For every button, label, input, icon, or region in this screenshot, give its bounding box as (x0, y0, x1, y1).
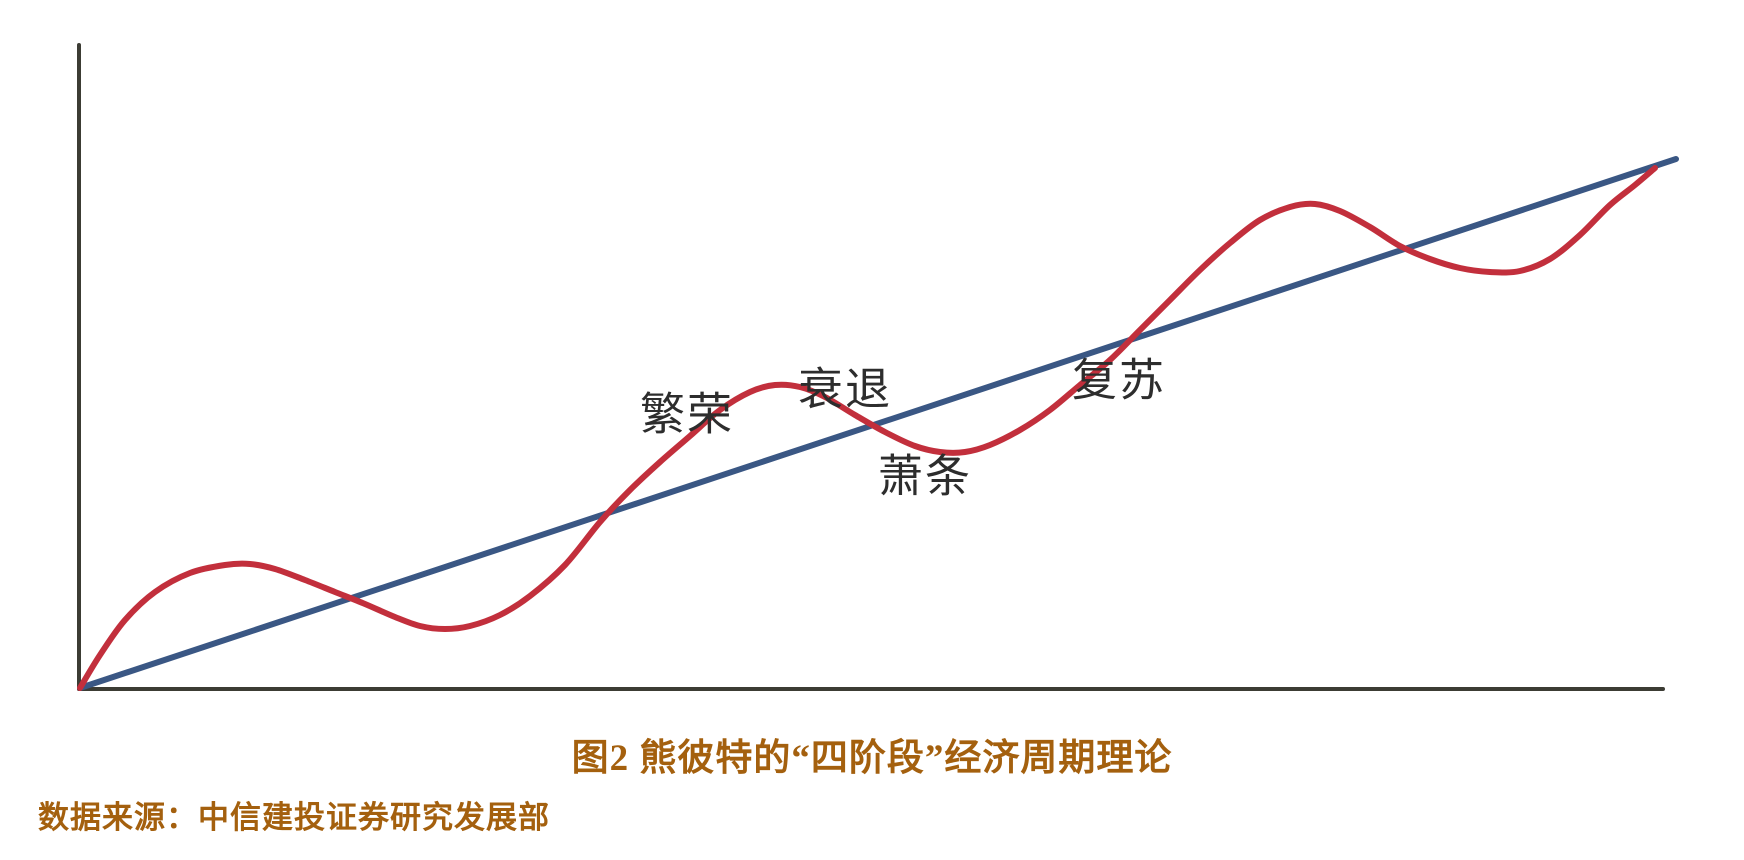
figure-caption: 图2 熊彼特的“四阶段”经济周期理论 (571, 738, 1173, 779)
trend-line (77, 156, 1679, 691)
data-source-note: 数据来源：中信建投证券研究发展部 (38, 800, 550, 835)
cycle-curve (77, 165, 1658, 691)
stage-label-prosperity: 繁荣 (639, 389, 735, 440)
stage-label-depression: 萧条 (877, 451, 973, 502)
stage-label-recovery: 复苏 (1071, 355, 1167, 406)
stage-label-recession: 衰退 (797, 364, 893, 415)
